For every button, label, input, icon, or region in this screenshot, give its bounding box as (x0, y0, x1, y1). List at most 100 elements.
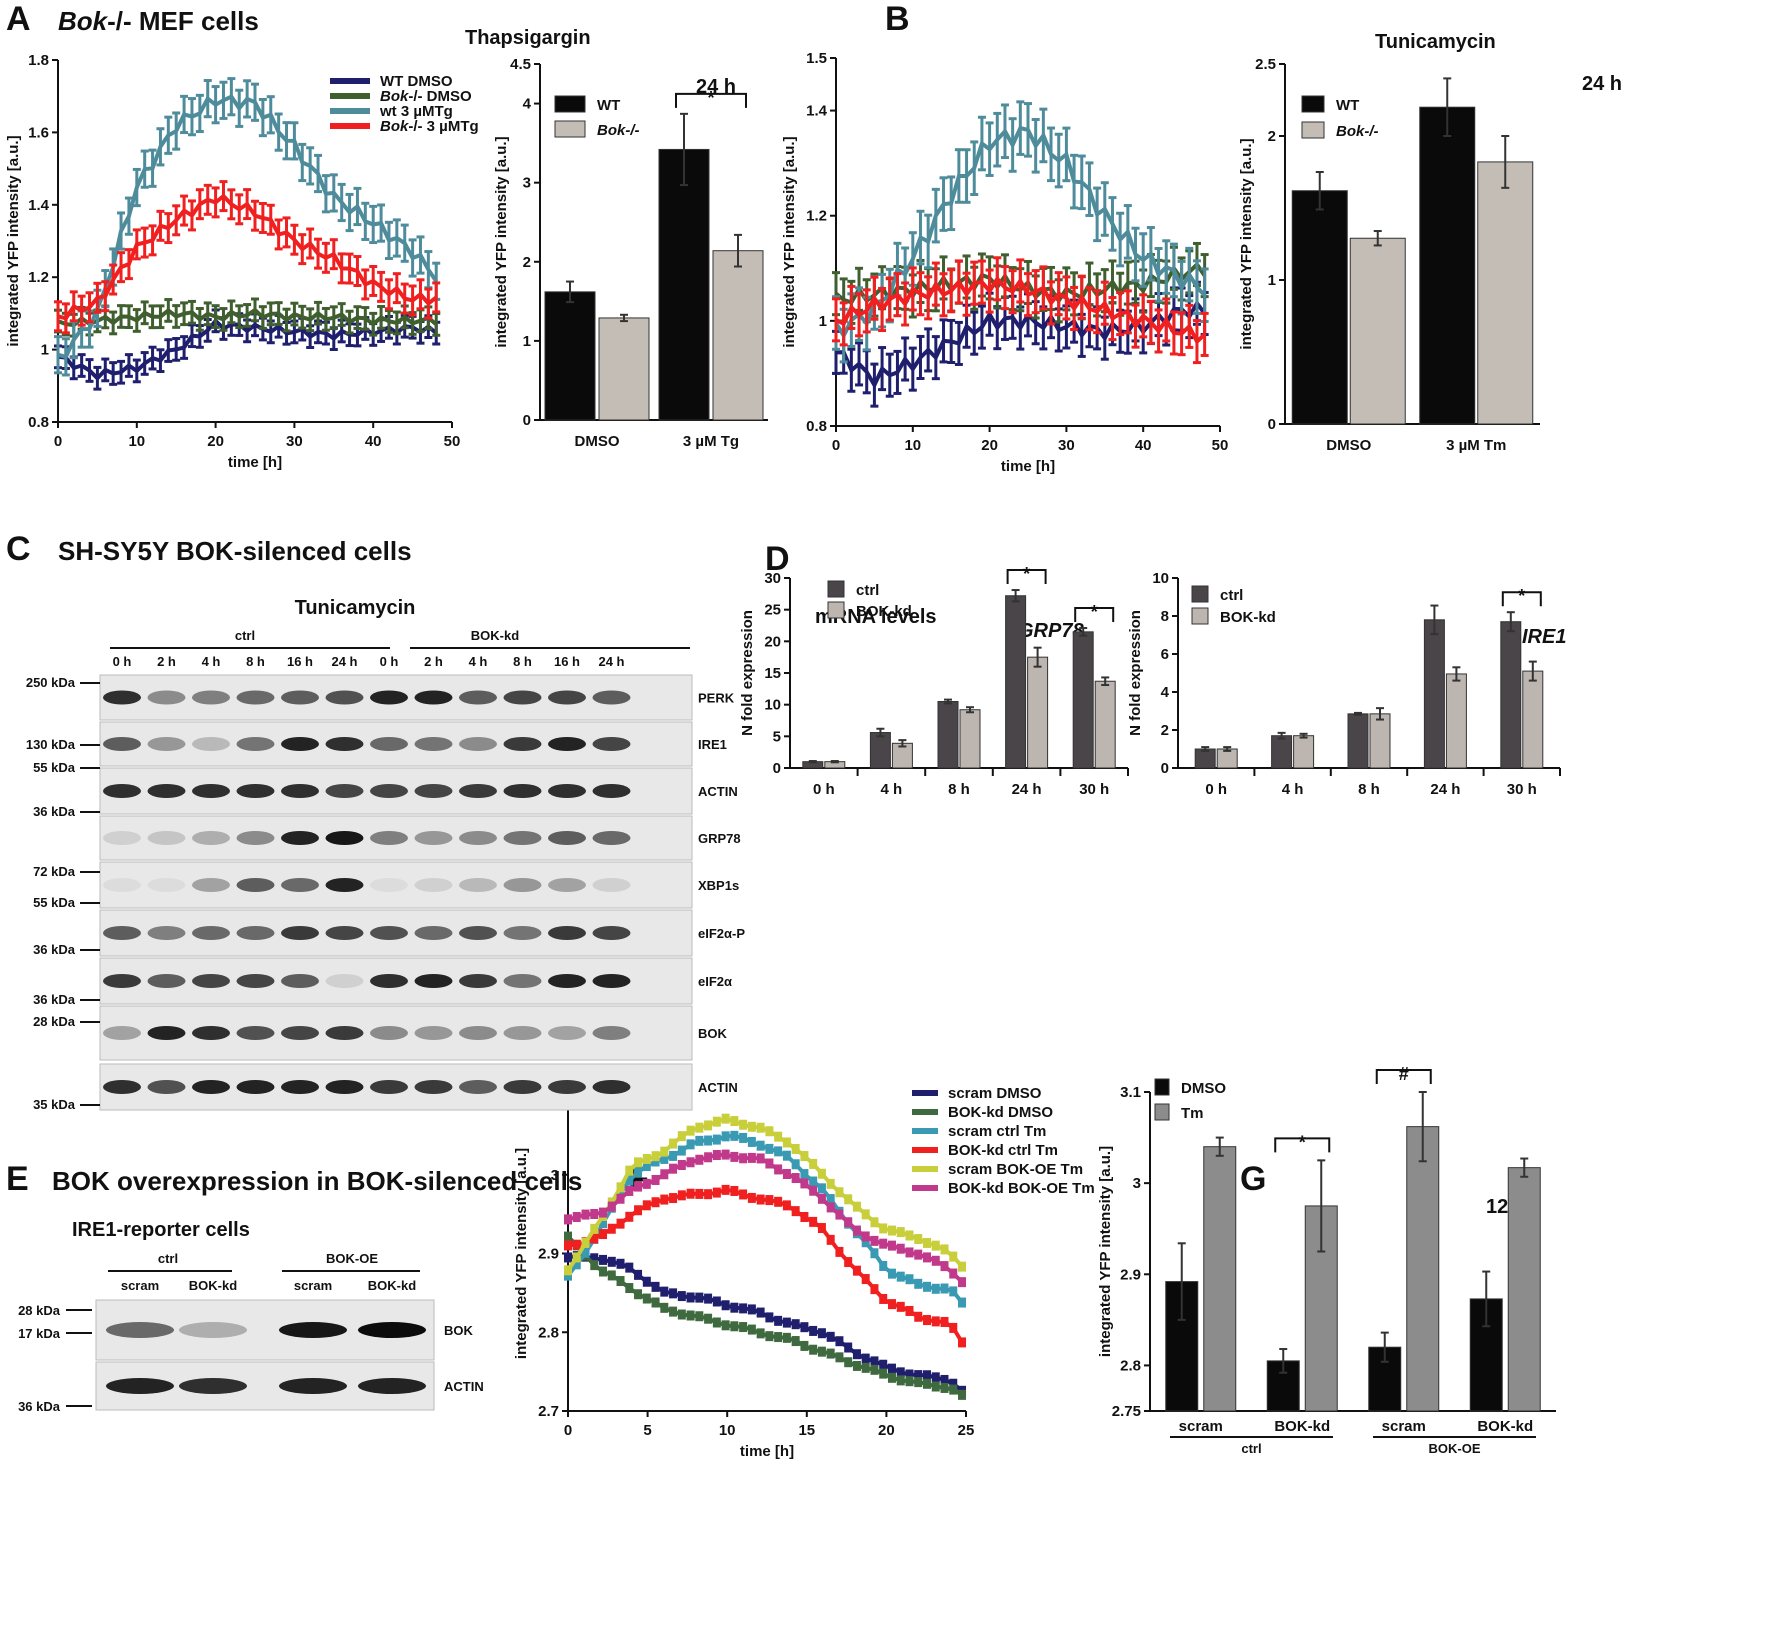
y-tick-label: 1.5 (806, 50, 827, 67)
blot-band (147, 926, 186, 940)
data-point (625, 1211, 634, 1222)
data-point (809, 1185, 818, 1196)
data-point (730, 1185, 739, 1196)
data-point (914, 1278, 923, 1289)
data-point (791, 1336, 800, 1347)
data-point (800, 1340, 809, 1351)
legend-swatch (827, 601, 845, 619)
data-point (704, 1189, 713, 1200)
legend-swatch (554, 120, 586, 138)
lane-label: 4 h (469, 654, 488, 669)
data-point (660, 1286, 669, 1297)
data-point (564, 1214, 572, 1225)
blot-band (281, 974, 319, 988)
data-point (835, 1246, 844, 1257)
lane-label: 16 h (554, 654, 580, 669)
data-point (774, 1332, 783, 1343)
bar-1 (1293, 735, 1315, 769)
bar-0 (869, 732, 891, 769)
y-axis-label: N fold expression (1127, 610, 1144, 736)
legend-label: DMSO (1181, 1080, 1226, 1097)
legend-swatch (1301, 121, 1325, 139)
legend-label: Bok-/- DMSO (380, 88, 472, 105)
y-tick-label: 20 (764, 633, 781, 650)
lane-label: 16 h (287, 654, 313, 669)
legend-label: Tm (1181, 1105, 1204, 1122)
bar-1 (1027, 656, 1049, 769)
legend-swatch (827, 580, 845, 598)
data-point (958, 1389, 967, 1400)
y-axis-label: integrated YFP intensity [a.u.] (493, 136, 510, 347)
data-point (660, 1153, 669, 1164)
blot-band (414, 784, 453, 798)
data-point (905, 1305, 914, 1316)
band-label: PERK (698, 691, 735, 706)
western-blot-c: Tunicamycin ctrl BOK-kd 0 h 2 h 4 h 8 h 16 h 24 … (26, 597, 745, 1112)
category-label: 4 h (1282, 781, 1304, 798)
y-tick-label: 2.9 (538, 1246, 559, 1263)
significance-bracket (1375, 1069, 1432, 1084)
data-point (669, 1306, 678, 1317)
chart-a-line-title: Thapsigargin (465, 27, 591, 49)
data-point (616, 1182, 625, 1193)
y-tick-label: 1 (819, 313, 827, 330)
data-point (817, 1223, 826, 1234)
data-point (712, 1317, 721, 1328)
data-point (625, 1262, 634, 1273)
blot-band (370, 737, 408, 751)
lane-label: 24 h (331, 654, 357, 669)
bar-1 (1349, 237, 1406, 425)
y-tick-label: 2 (1268, 128, 1276, 145)
category-label: 24 h (1430, 781, 1460, 798)
bar-0 (658, 148, 710, 421)
blot-band (103, 737, 141, 751)
data-point (791, 1319, 800, 1330)
blot-band (459, 831, 497, 845)
data-point (922, 1252, 931, 1263)
blot-band (459, 1026, 497, 1040)
y-tick-label: 4.5 (510, 56, 531, 73)
blot-band (370, 1080, 408, 1094)
legend-label: BOK-kd ctrl Tm (948, 1142, 1058, 1159)
kda-marker: 36 kDa (33, 804, 76, 819)
category-label: 0 h (813, 781, 835, 798)
kda-marker: 28 kDa (18, 1303, 61, 1318)
blot-band (414, 831, 453, 845)
data-point (800, 1212, 809, 1223)
chart-b-line: 0 10 20 30 40 50 0.8 1 1.2 1.4 1.5 time [h] integrat… (781, 50, 1228, 475)
band-label: GRP78 (698, 831, 741, 846)
data-point (931, 1316, 940, 1327)
kda-marker: 28 kDa (33, 1014, 76, 1029)
band-label: ACTIN (444, 1379, 484, 1394)
data-point (704, 1152, 713, 1163)
data-point (721, 1113, 730, 1124)
blot-group-kd: BOK-kd (471, 628, 519, 643)
blot-band (236, 878, 275, 892)
data-point (677, 1131, 686, 1142)
data-point (730, 1321, 739, 1332)
blot-band (103, 926, 141, 940)
blot-band (192, 831, 230, 845)
data-point (765, 1126, 774, 1137)
bar-1 (1507, 1167, 1541, 1412)
data-point (730, 1151, 739, 1162)
blot-group-oe: BOK-OE (326, 1251, 378, 1266)
data-point (756, 1328, 765, 1339)
y-tick-label: 3 (523, 175, 531, 192)
blot-band (459, 926, 497, 940)
data-point (852, 1265, 861, 1276)
data-point (817, 1328, 826, 1339)
blot-band (592, 974, 631, 988)
blot-band (192, 737, 230, 751)
data-point (809, 1325, 818, 1336)
blot-band (503, 1080, 542, 1094)
band-label: ACTIN (698, 1080, 738, 1095)
data-point (949, 1286, 958, 1297)
blot-band (281, 690, 319, 705)
blot-group-ctrl: ctrl (235, 628, 255, 643)
x-tick-label: 40 (365, 433, 382, 450)
data-point (800, 1169, 809, 1180)
lane-label: 8 h (246, 654, 265, 669)
chart-a-line: 0 10 20 30 40 50 0.8 1 1.2 1.4 1.6 1.8 time [h] integ… (5, 52, 479, 471)
